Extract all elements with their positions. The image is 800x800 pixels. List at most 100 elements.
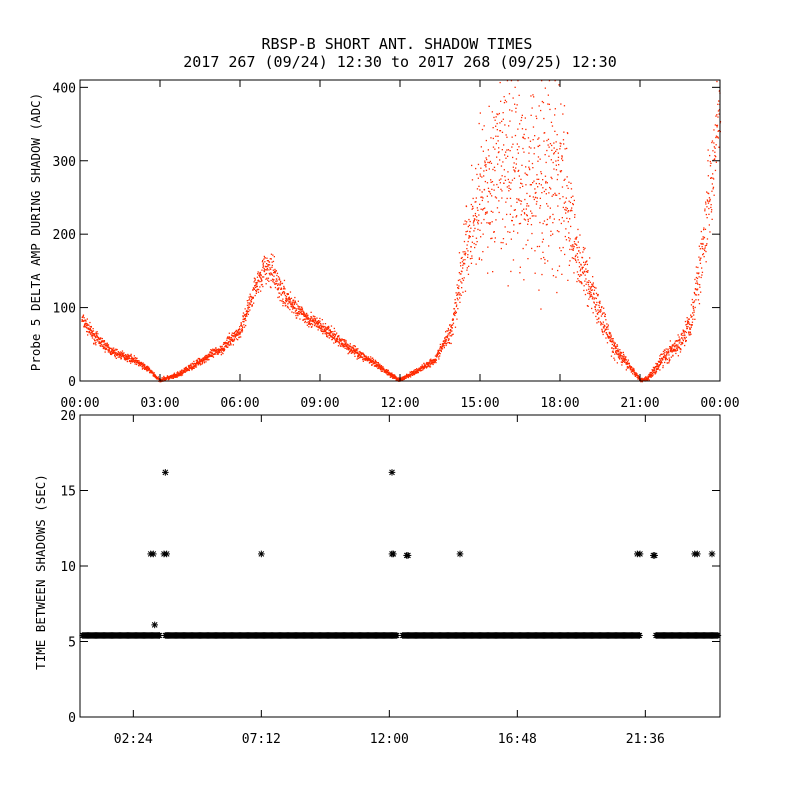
top-data-point <box>524 198 526 201</box>
top-data-point <box>345 339 347 342</box>
top-data-point <box>718 130 720 132</box>
top-data-point <box>520 178 522 180</box>
top-data-point <box>397 377 399 379</box>
top-data-point <box>714 169 717 172</box>
top-data-point <box>491 195 493 197</box>
top-data-point <box>276 280 278 282</box>
top-data-point <box>191 362 193 364</box>
top-data-point <box>637 376 639 378</box>
top-data-point <box>273 279 275 281</box>
top-data-point <box>387 372 390 374</box>
top-data-point <box>570 225 572 228</box>
top-data-point <box>324 329 326 331</box>
top-data-point <box>203 357 205 359</box>
top-data-point <box>243 314 245 316</box>
top-data-point <box>365 355 367 357</box>
top-data-point <box>577 259 579 261</box>
top-data-point <box>184 371 187 373</box>
top-data-point <box>566 147 568 150</box>
top-data-point <box>479 229 481 231</box>
top-data-point <box>338 337 341 339</box>
top-data-point <box>254 294 256 297</box>
top-data-point <box>478 219 480 222</box>
top-data-point <box>188 364 190 367</box>
top-data-point <box>629 367 631 370</box>
top-data-point <box>352 350 354 352</box>
top-data-point <box>710 204 712 206</box>
top-data-point <box>581 282 583 284</box>
top-x-tick-label: 21:00 <box>620 396 659 411</box>
top-data-point <box>403 378 405 381</box>
top-data-point <box>380 365 383 367</box>
top-data-point <box>539 221 541 224</box>
top-data-point <box>528 168 531 170</box>
top-x-tick-label: 03:00 <box>140 396 179 411</box>
top-data-point <box>310 311 312 313</box>
top-data-point <box>427 362 430 364</box>
top-data-point <box>276 283 278 285</box>
top-data-point <box>539 197 541 199</box>
top-data-point <box>350 352 352 354</box>
top-data-point <box>325 333 328 335</box>
top-data-point <box>345 343 347 345</box>
top-data-point <box>588 292 591 295</box>
top-data-point <box>567 187 569 189</box>
top-data-point <box>711 218 713 220</box>
top-data-point <box>232 335 234 337</box>
top-data-point <box>582 246 585 249</box>
top-data-point <box>621 364 623 366</box>
top-data-point <box>174 374 176 376</box>
top-data-point <box>602 323 604 325</box>
top-data-point <box>104 347 106 349</box>
top-data-point <box>502 112 504 114</box>
top-data-point <box>687 320 690 322</box>
top-data-point <box>439 355 441 357</box>
top-data-point <box>273 275 275 277</box>
top-data-point <box>429 361 431 363</box>
top-data-point <box>413 370 415 372</box>
top-data-point <box>359 356 361 358</box>
top-data-point <box>690 333 692 335</box>
top-data-point <box>149 369 151 372</box>
top-data-point <box>593 292 595 294</box>
top-data-point <box>131 359 133 361</box>
top-data-point <box>322 325 324 327</box>
top-data-point <box>576 236 578 238</box>
top-data-point <box>514 134 517 137</box>
top-data-point <box>529 184 531 186</box>
top-data-point <box>123 352 125 354</box>
top-data-point <box>493 231 495 233</box>
top-data-point <box>591 283 593 285</box>
top-data-point <box>697 288 699 290</box>
top-data-point <box>707 192 709 194</box>
top-data-point <box>583 289 585 292</box>
top-data-point <box>393 374 395 376</box>
top-data-point <box>480 222 483 224</box>
top-data-point <box>256 276 259 278</box>
top-data-point <box>472 222 475 224</box>
top-data-point <box>177 375 180 377</box>
top-data-point <box>671 346 673 348</box>
top-data-point <box>108 349 111 351</box>
top-data-point <box>539 205 542 207</box>
top-data-point <box>190 364 192 366</box>
top-data-point <box>570 196 572 199</box>
top-data-point <box>371 360 373 362</box>
top-data-point <box>579 275 581 277</box>
top-data-point <box>243 324 245 326</box>
top-data-point <box>253 277 256 279</box>
top-data-point <box>711 140 714 142</box>
top-data-point <box>501 149 503 151</box>
top-data-point <box>461 282 463 284</box>
top-data-point <box>592 284 594 286</box>
top-data-point <box>187 365 190 367</box>
top-data-point <box>110 353 112 355</box>
top-data-point <box>104 348 107 351</box>
top-data-point <box>715 156 717 158</box>
top-data-point <box>506 186 508 188</box>
top-data-point <box>210 355 212 357</box>
top-data-point <box>288 297 290 299</box>
top-data-point <box>661 357 663 359</box>
top-data-point <box>660 362 662 365</box>
top-data-point <box>244 317 246 319</box>
